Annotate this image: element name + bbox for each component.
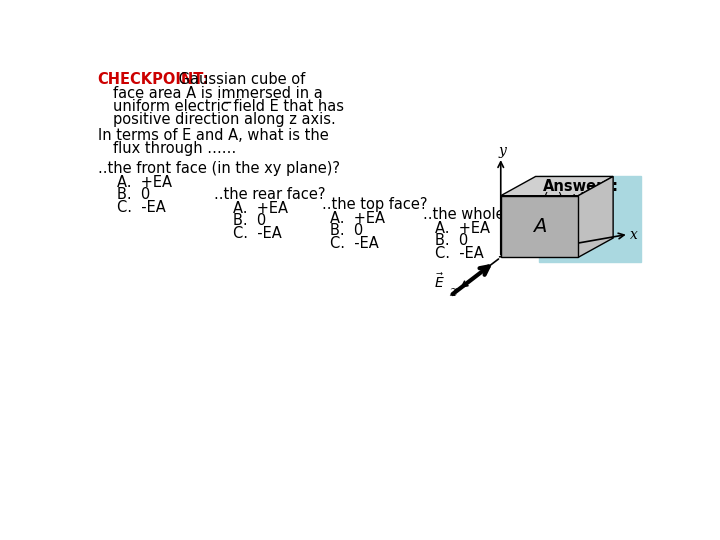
Text: A.  +EA: A. +EA [435,221,490,236]
FancyBboxPatch shape [539,176,641,262]
Text: A.  +EA: A. +EA [233,201,289,216]
Text: A.  +EA: A. +EA [330,211,385,226]
Polygon shape [500,177,613,195]
Text: C.  -EA: C. -EA [117,200,166,214]
Text: ..the top face?: ..the top face? [323,197,428,212]
Text: positive direction along z axis.: positive direction along z axis. [113,112,336,127]
Text: B.  0: B. 0 [435,233,468,248]
Polygon shape [578,177,613,257]
Polygon shape [500,195,578,257]
Text: face area A is immersed in a: face area A is immersed in a [113,85,323,100]
Text: ..the front face (in the xy plane)?: ..the front face (in the xy plane)? [98,161,340,176]
Text: In terms of E and A, what is the: In terms of E and A, what is the [98,128,328,143]
Text: (a) +EA: (a) +EA [544,192,600,207]
Text: C.  -EA: C. -EA [435,246,484,261]
Text: CHECKPOINT:: CHECKPOINT: [98,72,210,87]
Text: ..the whole cube?: ..the whole cube? [423,207,553,222]
Text: Gaussian cube of: Gaussian cube of [174,72,305,87]
Text: C.  -EA: C. -EA [233,226,282,241]
Text: B.  0: B. 0 [233,213,266,228]
Text: y: y [498,144,506,158]
Text: C.  -EA: C. -EA [330,236,379,251]
Text: ..the rear face?: ..the rear face? [214,187,325,202]
Text: A.  +EA: A. +EA [117,175,172,190]
Text: B.  0: B. 0 [330,224,364,239]
Text: uniform electric field: uniform electric field [113,99,270,114]
Text: (d) 0: (d) 0 [544,229,578,244]
Text: $\mathit{A}$: $\mathit{A}$ [532,218,547,235]
Text: flux through ……: flux through …… [113,141,236,156]
Text: z: z [449,285,456,299]
Text: Answers:: Answers: [544,179,619,194]
Text: (b) –EA: (b) –EA [544,204,595,219]
Text: (c) 0: (c) 0 [544,217,577,232]
Text: uniform electric field E that has: uniform electric field E that has [113,99,344,114]
Text: x: x [630,228,638,242]
Text: $\vec{E}$: $\vec{E}$ [434,273,445,291]
Text: B.  0: B. 0 [117,187,150,202]
